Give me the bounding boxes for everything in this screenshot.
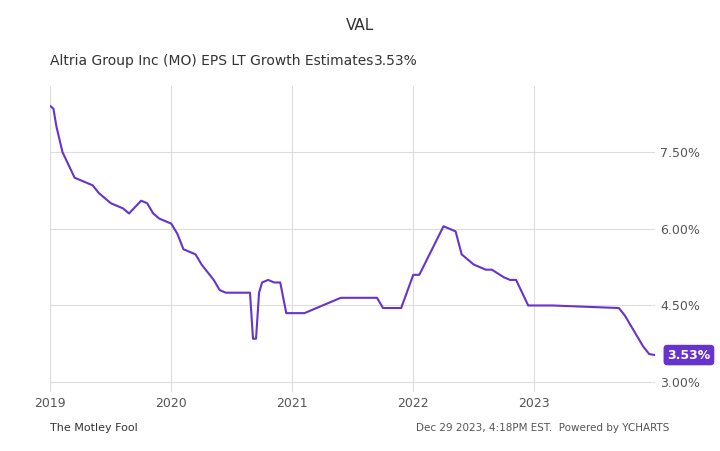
Text: 3.53%: 3.53%	[374, 54, 418, 68]
Text: Altria Group Inc (MO) EPS LT Growth Estimates: Altria Group Inc (MO) EPS LT Growth Esti…	[50, 54, 374, 68]
Text: The Motley Fool: The Motley Fool	[50, 423, 138, 433]
Text: Dec 29 2023, 4:18PM EST.  Powered by YCHARTS: Dec 29 2023, 4:18PM EST. Powered by YCHA…	[416, 423, 670, 433]
Text: VAL: VAL	[346, 18, 374, 33]
Text: 3.53%: 3.53%	[667, 349, 711, 362]
